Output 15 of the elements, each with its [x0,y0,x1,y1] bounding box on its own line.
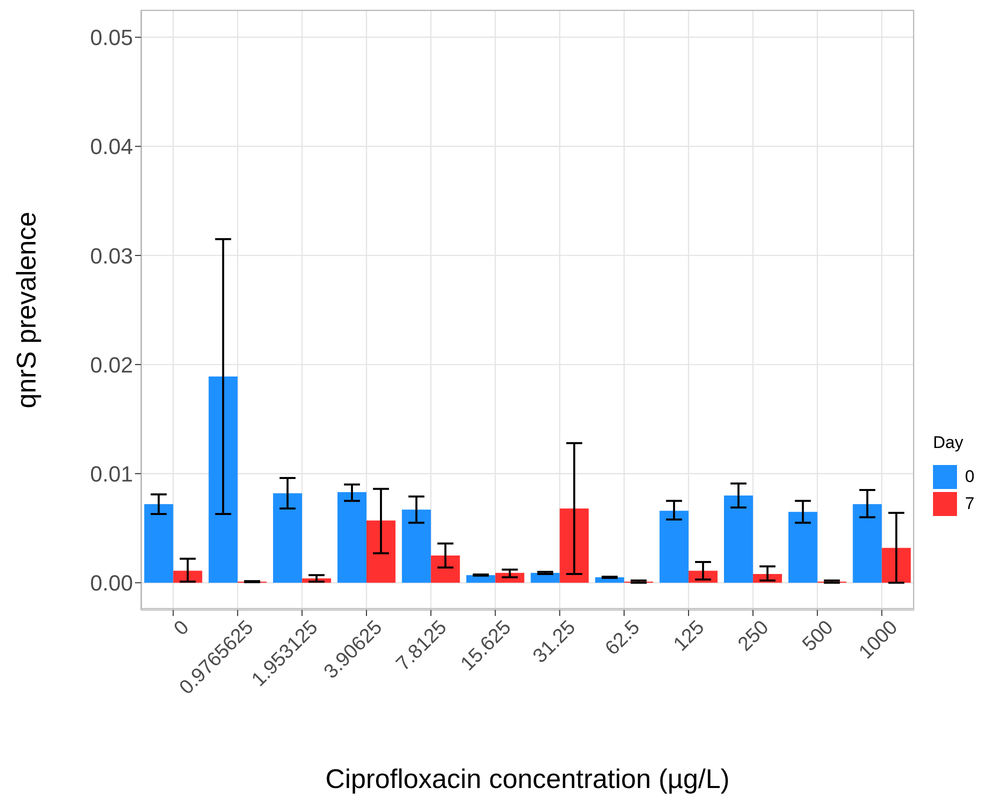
legend-label: 7 [965,494,974,514]
y-tick-label: 0.04 [90,134,133,160]
y-tick-label: 0.05 [90,25,133,50]
y-tick-label: 0.00 [90,570,133,596]
legend-label: 0 [965,466,974,486]
y-tick-label: 0.02 [90,352,133,378]
legend-title: Day [933,433,964,453]
y-tick-label: 0.01 [90,461,133,486]
x-axis-title: Ciprofloxacin concentration (µg/L) [325,764,730,794]
x-tick-label: 62.5 [601,616,644,660]
y-tick-label: 0.03 [90,243,133,268]
x-tick-label: 500 [798,616,838,656]
y-axis-title: qnrS prevalence [12,212,42,408]
x-tick-label: 250 [734,616,774,656]
x-tick-label: 125 [670,616,709,656]
